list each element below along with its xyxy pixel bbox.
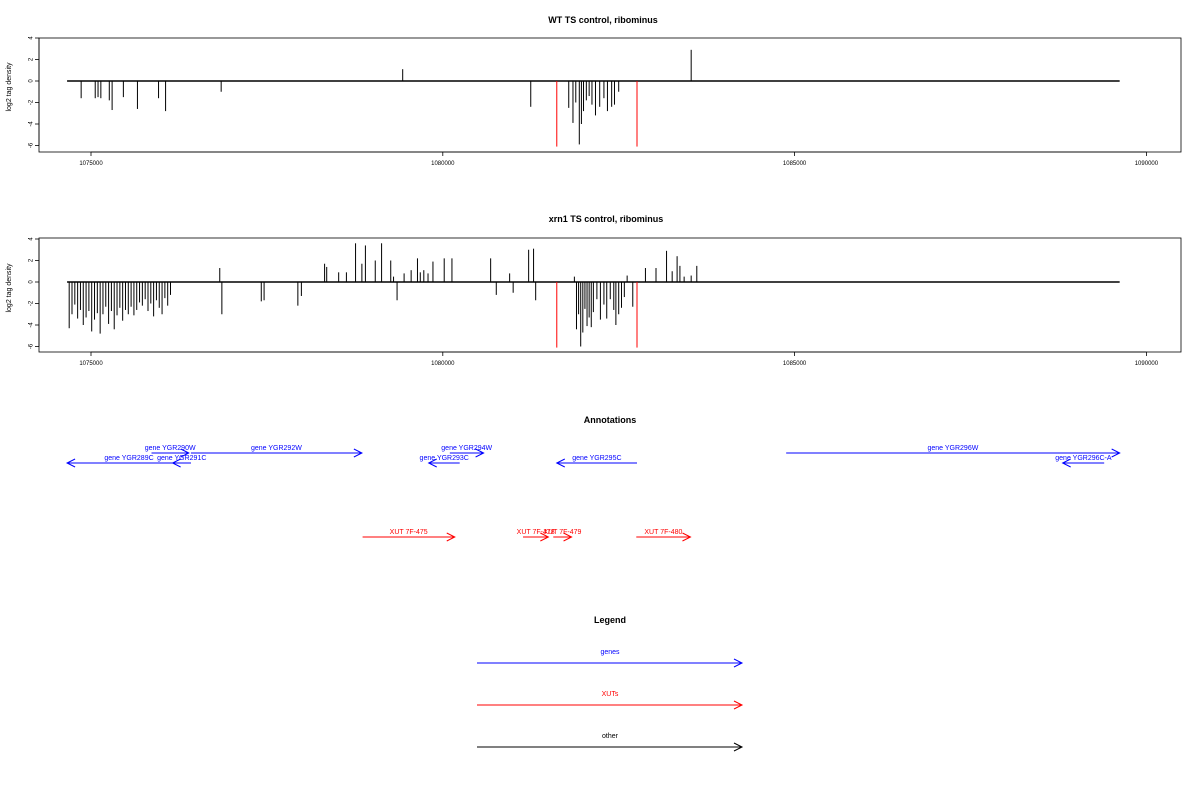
y-axis-label-wt: log2 tag density (6, 62, 13, 112)
gene-arrow (427, 458, 460, 468)
gene-arrow (555, 458, 637, 468)
legend-arrow-xuts (477, 700, 744, 710)
gene-arrow (1061, 458, 1105, 468)
xut-label: XUT 7F-475 (390, 529, 428, 536)
y-tick-label: -4 (29, 322, 35, 328)
legend-items: genes XUTs other (477, 649, 744, 752)
arrow-head (446, 532, 456, 542)
arrow-head (563, 532, 573, 542)
legend-panel: Legend genes XUTs other (477, 615, 744, 752)
gene-label: gene YGR292W (251, 445, 302, 452)
legend-label: genes (600, 649, 620, 656)
gene-label: gene YGR296W (927, 445, 978, 452)
overlay-xrn1 (67, 281, 1120, 348)
panel-wt: WT TS control, ribominus log2 tag densit… (6, 15, 1182, 167)
arrow-head (555, 458, 566, 468)
xut-arrow (636, 532, 692, 542)
x-tick-label: 1090000 (1135, 361, 1159, 367)
x-tick-label: 1085000 (783, 161, 807, 167)
x-axis-xrn1: 1075000 1080000 1085000 1090000 (79, 351, 1159, 367)
x-tick-label: 1075000 (79, 361, 103, 367)
x-tick-label: 1080000 (431, 361, 455, 367)
gene-label: gene YGR296C-A (1055, 455, 1112, 462)
arrow-head (353, 448, 364, 458)
arrow-head (733, 658, 744, 668)
legend-title: Legend (594, 615, 626, 625)
bars-wt (80, 49, 692, 145)
x-tick-label: 1075000 (79, 161, 103, 167)
xut-arrow (523, 532, 550, 542)
panel-title-xrn1: xrn1 TS control, ribominus (549, 214, 664, 224)
x-tick-label: 1080000 (431, 161, 455, 167)
xut-label: XUT 7F-479 (543, 529, 581, 536)
legend-label: other (602, 733, 619, 740)
bars-xrn1 (68, 243, 698, 347)
y-axis-label-xrn1: log2 tag density (6, 263, 13, 313)
arrow-head (682, 532, 692, 542)
arrow-head (733, 742, 744, 752)
x-tick-label: 1090000 (1135, 161, 1159, 167)
xut-label: XUT 7F-480 (644, 529, 682, 536)
y-tick-label: 2 (29, 57, 35, 61)
y-tick-label: 4 (29, 237, 35, 241)
y-tick-label: 0 (29, 79, 35, 83)
arrow-head (180, 448, 190, 458)
legend-label: XUTs (602, 691, 619, 698)
x-axis-wt: 1075000 1080000 1085000 1090000 (79, 151, 1159, 167)
xut-arrow (553, 532, 573, 542)
y-tick-label: -4 (29, 121, 35, 127)
arrow-head (1061, 458, 1071, 468)
y-tick-label: 0 (29, 280, 35, 284)
gene-label: gene YGR289C (104, 455, 153, 462)
gene-arrow (151, 448, 190, 458)
arrow-head (733, 700, 744, 710)
annotations-title: Annotations (584, 415, 637, 425)
gene-label: gene YGR291C (157, 455, 206, 462)
gene-label: gene YGR295C (572, 455, 621, 462)
panel-xrn1: xrn1 TS control, ribominus log2 tag dens… (6, 214, 1182, 367)
y-axis-wt: -6 -4 -2 0 2 4 (29, 36, 40, 148)
arrow-head (540, 532, 550, 542)
y-tick-label: -2 (29, 300, 35, 306)
y-tick-label: 2 (29, 258, 35, 262)
y-tick-label: -6 (29, 142, 35, 148)
legend-arrow-genes (477, 658, 744, 668)
gene-label: gene YGR293C (420, 455, 469, 462)
xut-label: XUT 7F-478 (517, 529, 555, 536)
overlay-wt (67, 80, 1120, 147)
x-tick-label: 1085000 (783, 361, 807, 367)
gene-arrow (449, 448, 485, 458)
arrow-head (427, 458, 437, 468)
gene-tracks: gene YGR289C gene YGR290W gene YGR291C gene… (65, 445, 1121, 468)
legend-arrow-other (477, 742, 744, 752)
plot-frame-wt (38, 37, 1182, 153)
y-tick-label: 4 (29, 36, 35, 40)
gene-arrow (65, 458, 191, 468)
gene-label: gene YGR294W (441, 445, 492, 452)
arrow-head (475, 448, 485, 458)
panel-title-wt: WT TS control, ribominus (548, 15, 658, 25)
arrow-head (65, 458, 76, 468)
arrow-head (171, 458, 181, 468)
gene-arrow (786, 448, 1121, 458)
xut-arrow (362, 532, 456, 542)
gene-label: gene YGR290W (145, 445, 196, 452)
y-tick-label: -6 (29, 343, 35, 349)
gene-arrow (190, 448, 364, 458)
y-tick-label: -2 (29, 99, 35, 105)
gene-arrow (171, 458, 191, 468)
y-axis-xrn1: -6 -4 -2 0 2 4 (29, 237, 40, 349)
arrow-head (1111, 448, 1121, 458)
